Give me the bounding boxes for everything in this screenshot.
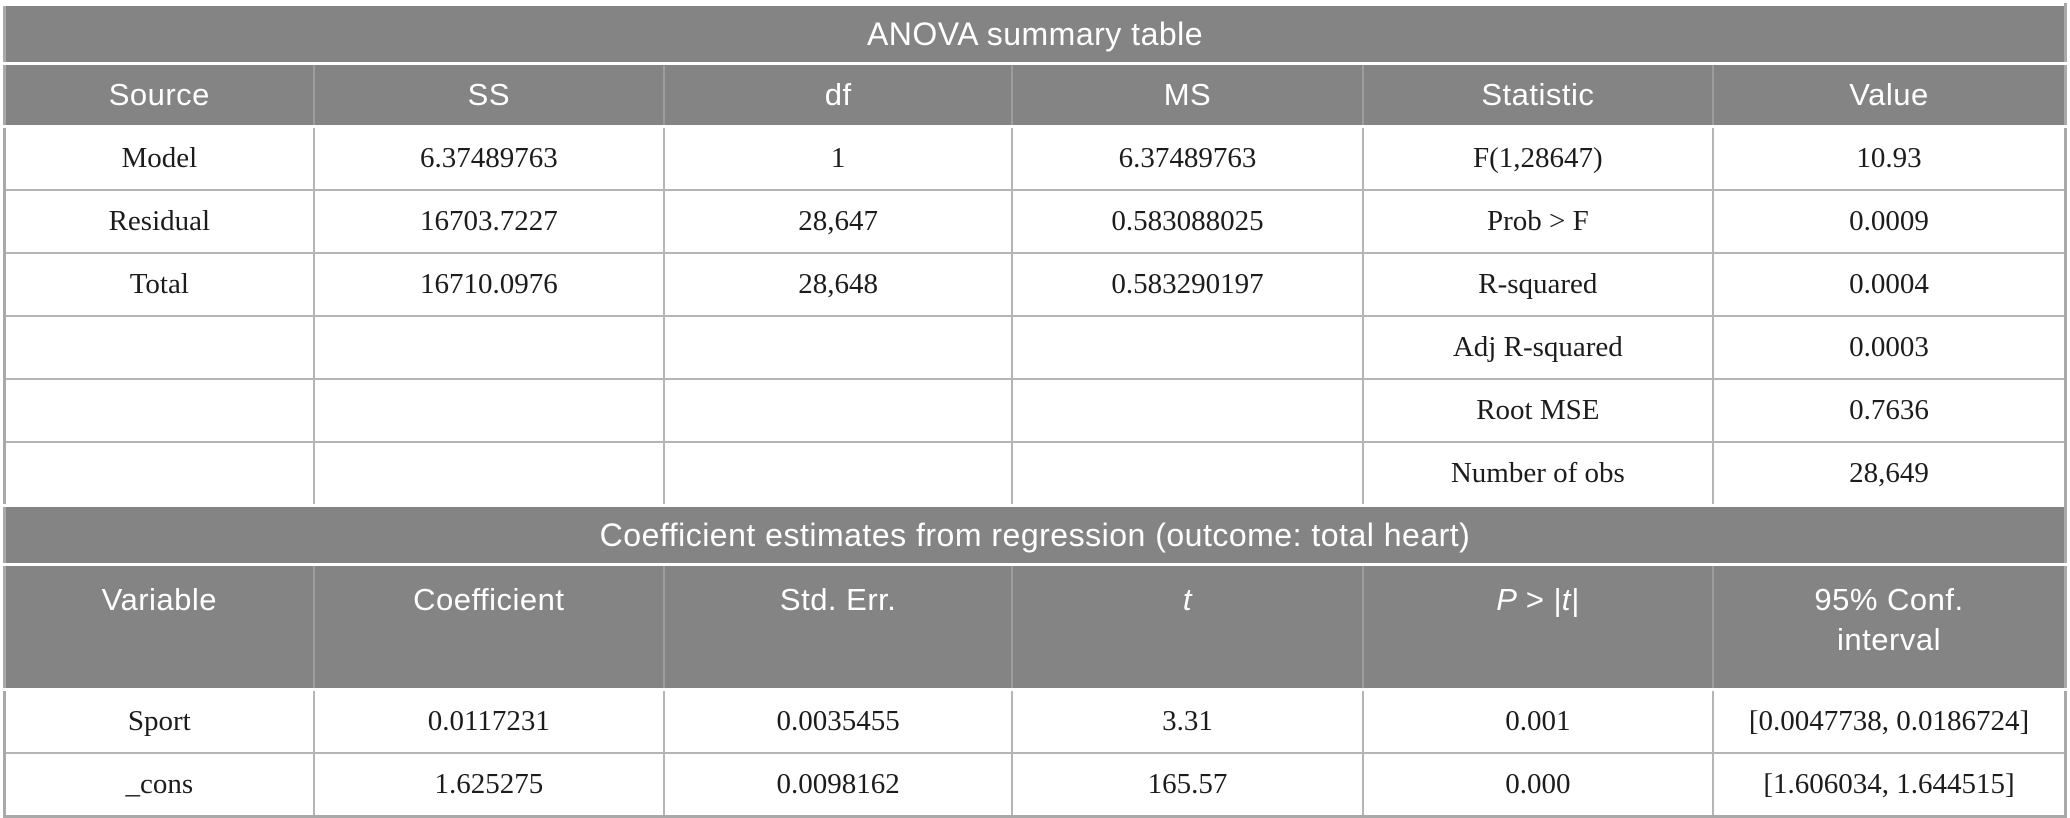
regression-title-row: Coefficient estimates from regression (o… xyxy=(3,504,2067,566)
col-header-value: Value xyxy=(1712,62,2068,128)
col-header-source: Source xyxy=(2,62,315,128)
cell-coefficient: 0.0117231 xyxy=(312,688,666,754)
cell-df xyxy=(662,441,1014,507)
regression-header-row: Variable Coefficient Std. Err. t P > |t|… xyxy=(2,563,2068,691)
col-header-conf-interval: 95% Conf. interval xyxy=(1712,563,2068,691)
regression-row-cons: _cons 1.625275 0.0098162 165.57 0.000 [1… xyxy=(3,752,2067,818)
anova-row-root-mse: Root MSE 0.7636 xyxy=(3,378,2067,443)
cell-ms xyxy=(1011,315,1364,380)
cell-source: Model xyxy=(3,125,315,191)
cell-source xyxy=(3,441,315,507)
col-header-variable: Variable xyxy=(2,563,315,691)
col-header-t-label: t xyxy=(1182,582,1193,617)
cell-ss: 16703.7227 xyxy=(312,189,666,254)
cell-p-value: 0.000 xyxy=(1361,752,1715,818)
cell-t: 165.57 xyxy=(1011,752,1364,818)
col-header-std-err: Std. Err. xyxy=(662,563,1014,691)
anova-table-title: ANOVA summary table xyxy=(3,3,2067,65)
anova-row-adj-r-squared: Adj R-squared 0.0003 xyxy=(3,315,2067,380)
anova-row-model: Model 6.37489763 1 6.37489763 F(1,28647)… xyxy=(3,125,2067,191)
cell-source: Total xyxy=(3,252,315,317)
col-header-p-value: P > |t| xyxy=(1361,563,1715,691)
cell-statistic: R-squared xyxy=(1361,252,1715,317)
cell-df: 28,647 xyxy=(662,189,1014,254)
cell-ss xyxy=(312,441,666,507)
col-header-ms: MS xyxy=(1011,62,1364,128)
col-header-df: df xyxy=(662,62,1014,128)
cell-std-err: 0.0035455 xyxy=(662,688,1014,754)
cell-ms xyxy=(1011,441,1364,507)
col-header-conf-interval-label: 95% Conf. interval xyxy=(1814,582,1964,657)
cell-ss: 16710.0976 xyxy=(312,252,666,317)
cell-statistic: Prob > F xyxy=(1361,189,1715,254)
cell-statistic: Root MSE xyxy=(1361,378,1715,443)
cell-statistic: Adj R-squared xyxy=(1361,315,1715,380)
cell-value: 0.0003 xyxy=(1712,315,2067,380)
cell-value: 28,649 xyxy=(1712,441,2067,507)
cell-df: 1 xyxy=(662,125,1014,191)
cell-variable: Sport xyxy=(3,688,315,754)
cell-std-err: 0.0098162 xyxy=(662,752,1014,818)
cell-value: 10.93 xyxy=(1712,125,2067,191)
col-header-p-value-label: P > |t| xyxy=(1496,582,1580,617)
anova-row-total: Total 16710.0976 28,648 0.583290197 R-sq… xyxy=(3,252,2067,317)
cell-value: 0.0004 xyxy=(1712,252,2067,317)
cell-source xyxy=(3,378,315,443)
cell-ms: 6.37489763 xyxy=(1011,125,1364,191)
col-header-t: t xyxy=(1011,563,1364,691)
cell-ms: 0.583290197 xyxy=(1011,252,1364,317)
col-header-coefficient: Coefficient xyxy=(312,563,666,691)
cell-df xyxy=(662,378,1014,443)
cell-df: 28,648 xyxy=(662,252,1014,317)
anova-row-residual: Residual 16703.7227 28,647 0.583088025 P… xyxy=(3,189,2067,254)
cell-df xyxy=(662,315,1014,380)
cell-source xyxy=(3,315,315,380)
regression-table-title: Coefficient estimates from regression (o… xyxy=(3,504,2067,566)
col-header-variable-label: Variable xyxy=(101,582,218,617)
cell-ms: 0.583088025 xyxy=(1011,189,1364,254)
col-header-ss: SS xyxy=(312,62,666,128)
col-header-statistic: Statistic xyxy=(1361,62,1715,128)
cell-source: Residual xyxy=(3,189,315,254)
cell-value: 0.0009 xyxy=(1712,189,2067,254)
cell-p-value: 0.001 xyxy=(1361,688,1715,754)
anova-row-number-of-obs: Number of obs 28,649 xyxy=(3,441,2067,507)
cell-conf-interval: [0.0047738, 0.0186724] xyxy=(1712,688,2067,754)
cell-variable: _cons xyxy=(3,752,315,818)
cell-ms xyxy=(1011,378,1364,443)
cell-ss: 6.37489763 xyxy=(312,125,666,191)
cell-coefficient: 1.625275 xyxy=(312,752,666,818)
cell-statistic: Number of obs xyxy=(1361,441,1715,507)
anova-regression-table: ANOVA summary table Source SS df MS Stat… xyxy=(2,3,2068,818)
cell-ss xyxy=(312,378,666,443)
anova-title-row: ANOVA summary table xyxy=(3,3,2067,65)
cell-t: 3.31 xyxy=(1011,688,1364,754)
regression-row-sport: Sport 0.0117231 0.0035455 3.31 0.001 [0.… xyxy=(3,688,2067,754)
cell-conf-interval: [1.606034, 1.644515] xyxy=(1712,752,2067,818)
cell-statistic: F(1,28647) xyxy=(1361,125,1715,191)
cell-value: 0.7636 xyxy=(1712,378,2067,443)
anova-header-row: Source SS df MS Statistic Value xyxy=(2,62,2068,128)
col-header-std-err-label: Std. Err. xyxy=(779,582,897,617)
col-header-coefficient-label: Coefficient xyxy=(413,582,565,617)
cell-ss xyxy=(312,315,666,380)
